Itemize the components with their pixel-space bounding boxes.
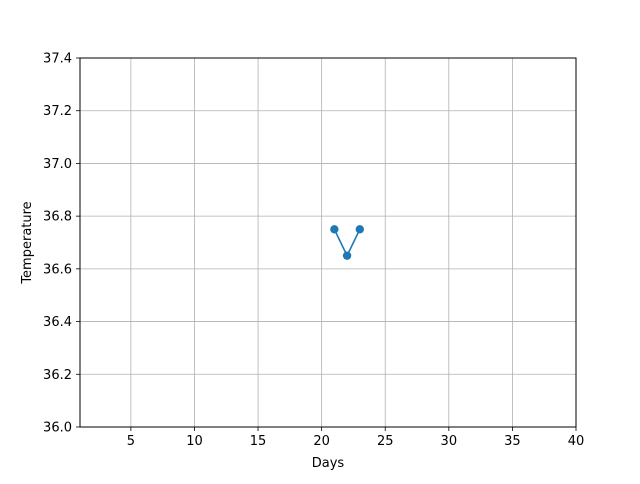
x-tick-label: 10	[186, 434, 203, 449]
y-tick-label: 36.8	[43, 210, 72, 225]
x-tick-label: 30	[441, 434, 458, 449]
data-point	[330, 225, 339, 234]
y-tick-label: 36.4	[43, 315, 72, 330]
tick-layer: 5 10 15 20 25 30 35 40 36.0 36.2 36.4 36.6 36.8 37.0 3…	[43, 52, 584, 450]
x-tick-label: 20	[313, 434, 330, 449]
data-point	[342, 251, 352, 260]
x-tick-label: 25	[377, 434, 394, 449]
y-axis-label: Temperature	[20, 201, 35, 284]
x-tick-label: 40	[568, 434, 585, 449]
plot-frame	[79, 57, 577, 428]
x-tick-label: 15	[250, 434, 267, 449]
y-tick-label: 37.2	[43, 104, 72, 119]
x-axis-label: Days	[312, 456, 345, 471]
y-tick-label: 37.4	[43, 52, 72, 67]
x-tick-label: 5	[127, 434, 135, 449]
y-tick-label: 36.6	[43, 262, 72, 277]
x-tick-label: 35	[504, 434, 521, 449]
series-layer	[330, 225, 364, 260]
y-tick-label: 36.0	[43, 421, 72, 436]
y-tick-label: 37.0	[43, 157, 72, 172]
y-tick-label: 36.2	[43, 368, 72, 383]
data-point	[355, 225, 364, 234]
grid-layer	[80, 57, 577, 428]
